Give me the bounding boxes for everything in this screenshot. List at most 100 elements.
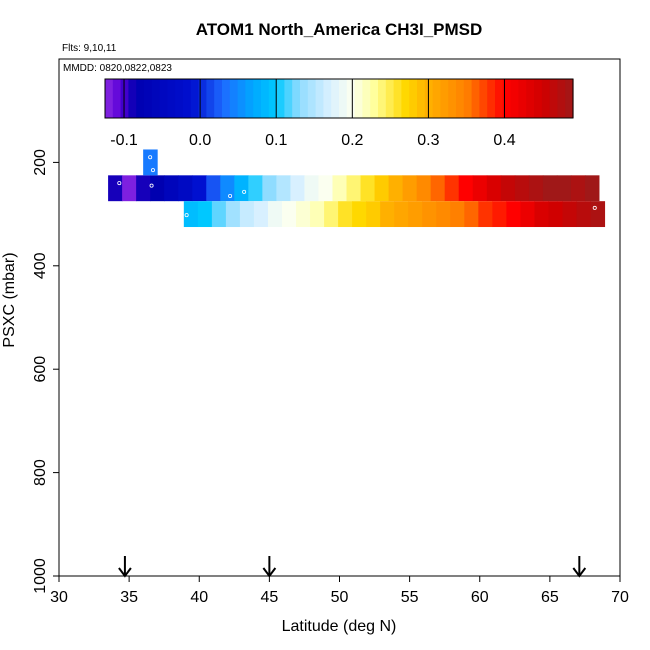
colorbar-segment [144,79,153,118]
heatmap-cell [458,175,474,202]
heatmap-cell [360,175,376,202]
colorbar-segment [151,79,161,118]
sample-points [117,155,607,218]
colorbar-segment [167,79,176,118]
heatmap-cells [108,149,606,228]
y-tick-label: 200 [32,149,49,176]
heatmap-cell [366,201,381,228]
colorbar-segment [284,79,293,118]
heatmap-cell [262,175,277,202]
heatmap-cell [225,201,241,228]
colorbar-segment [253,79,262,118]
colorbar-segment [222,79,231,118]
heatmap-cell [548,201,563,228]
heatmap-cell [318,175,333,202]
colorbar-segment [393,79,402,118]
heatmap-cell [143,149,158,176]
colorbar-segment [440,79,449,118]
heatmap-cell [514,175,530,202]
heatmap-cell [206,175,221,202]
heatmap-cell [220,175,235,202]
colorbar-segment [502,79,512,118]
heatmap-cell [276,175,291,202]
heatmap-cell [436,201,451,228]
y-axis: 200 400 600 800 1000 [32,59,60,594]
x-axis-label: Latitude (deg N) [282,618,397,635]
x-tick-label: 70 [611,589,629,606]
heatmap-cell [590,201,606,228]
heatmap-cell [183,201,199,228]
colorbar-tick-label: 0.3 [417,132,439,149]
heatmap-cell [542,175,558,202]
colorbar-segment [339,79,348,118]
colorbar-segment [448,79,457,118]
colorbar-frame [104,78,574,119]
colorbar-segment [229,79,239,118]
colorbar-segment [346,79,356,118]
heatmap-cell [267,201,283,228]
x-tick-label: 35 [120,589,138,606]
colorbar-segment [261,79,270,118]
colorbar-segment [276,79,285,118]
sample-point [148,155,153,160]
colorbar-segment [526,79,535,118]
colorbar-segment [331,79,340,118]
colorbar-tick-label: 0.0 [189,132,211,149]
x-tick-label: 40 [190,589,208,606]
colorbar-segment [479,79,488,118]
heatmap-cell [192,175,207,202]
x-axis: 30 35 40 45 50 55 60 65 70 [50,575,629,606]
sample-point [184,213,189,218]
sample-point [149,183,154,188]
heatmap-cell [388,175,404,202]
colorbar-tick-label: -0.1 [110,132,138,149]
colorbar-segment [417,79,426,118]
colorbar-segment [370,79,379,118]
heatmap-cell [197,201,213,228]
heatmap-cell [408,201,423,228]
colorbar-segment [214,79,223,118]
sample-point [602,181,607,186]
y-axis-label: PSXC (mbar) [1,252,18,347]
colorbar-segment [541,79,551,118]
colorbar-segment [534,79,543,118]
colorbar-tick-label: 0.2 [341,132,363,149]
colorbar-segment [518,79,527,118]
heatmap-cell [248,175,263,202]
sample-point [242,189,247,194]
heatmap-cell [150,175,165,202]
colorbar-segment [362,79,371,118]
plot-frame [58,58,621,577]
colorbar-segment [424,79,434,118]
heatmap-cell [520,201,535,228]
colorbar-segment [401,79,410,118]
colorbar-segment [463,79,473,118]
sample-point [228,194,233,199]
heatmap-cell [346,175,362,202]
colorbar-segment [300,79,309,118]
heatmap-cell [534,201,549,228]
colorbar-segment [198,79,207,118]
chart-title: ATOM1 North_America CH3I_PMSD [196,20,483,39]
heatmap-cell [304,175,319,202]
heatmap-cell [500,175,516,202]
sample-point [117,181,122,186]
heatmap-cell [253,201,269,228]
colorbar-segment [112,79,122,118]
colorbar-segment [105,79,114,118]
y-tick-label: 600 [32,356,49,383]
heatmap-cell [562,201,578,228]
heatmap-cell [332,175,348,202]
heatmap-cell [478,201,493,228]
colorbar-segment [175,79,184,118]
colorbar-segment [237,79,246,118]
y-tick-label: 1000 [32,558,49,594]
heatmap-cell [310,201,325,228]
colorbar-segment [159,79,168,118]
heatmap-cell [450,201,465,228]
heatmap-cell [122,175,137,202]
colorbar-segment [245,79,254,118]
colorbar-segment [206,79,215,118]
colorbar-segment [495,79,504,118]
heatmap-cell [402,175,418,202]
